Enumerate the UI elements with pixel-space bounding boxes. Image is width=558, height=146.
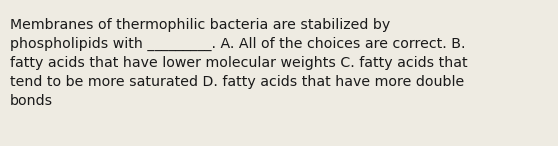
Text: phospholipids with _________. A. All of the choices are correct. B.: phospholipids with _________. A. All of … bbox=[10, 37, 465, 51]
Text: Membranes of thermophilic bacteria are stabilized by: Membranes of thermophilic bacteria are s… bbox=[10, 18, 390, 32]
Text: tend to be more saturated D. fatty acids that have more double: tend to be more saturated D. fatty acids… bbox=[10, 75, 464, 89]
Text: bonds: bonds bbox=[10, 94, 53, 108]
Text: fatty acids that have lower molecular weights C. fatty acids that: fatty acids that have lower molecular we… bbox=[10, 56, 468, 70]
